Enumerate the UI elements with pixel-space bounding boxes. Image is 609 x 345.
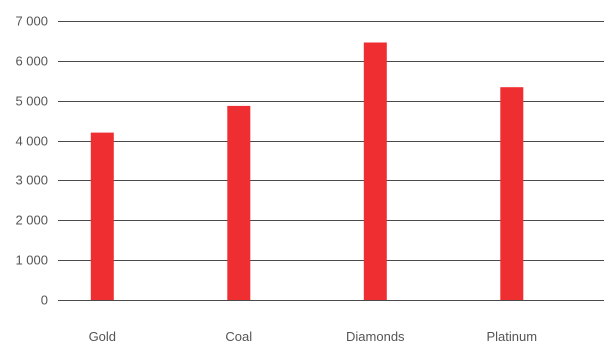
x-tick-label: Diamonds [346,329,405,344]
x-tick-label: Platinum [487,329,538,344]
bar-coal [227,105,251,301]
gridlines [58,21,604,301]
y-tick-label: 1 000 [15,253,48,268]
bars [90,42,524,301]
bar-platinum [500,87,524,300]
bar-gold [90,132,114,300]
y-axis-tick-labels: 0 1 000 2 000 3 000 4 000 5 000 6 000 7 000 [15,14,48,308]
y-tick-label: 4 000 [15,134,48,149]
y-tick-label: 5 000 [15,94,48,109]
bar-diamonds [363,42,387,300]
y-tick-label: 0 [41,293,48,308]
y-tick-label: 6 000 [15,54,48,69]
y-tick-label: 3 000 [15,173,48,188]
x-axis-tick-labels: Gold Coal Diamonds Platinum [89,329,538,344]
x-tick-label: Gold [89,329,116,344]
x-tick-label: Coal [225,329,252,344]
y-tick-label: 7 000 [15,14,48,29]
y-tick-label: 2 000 [15,213,48,228]
